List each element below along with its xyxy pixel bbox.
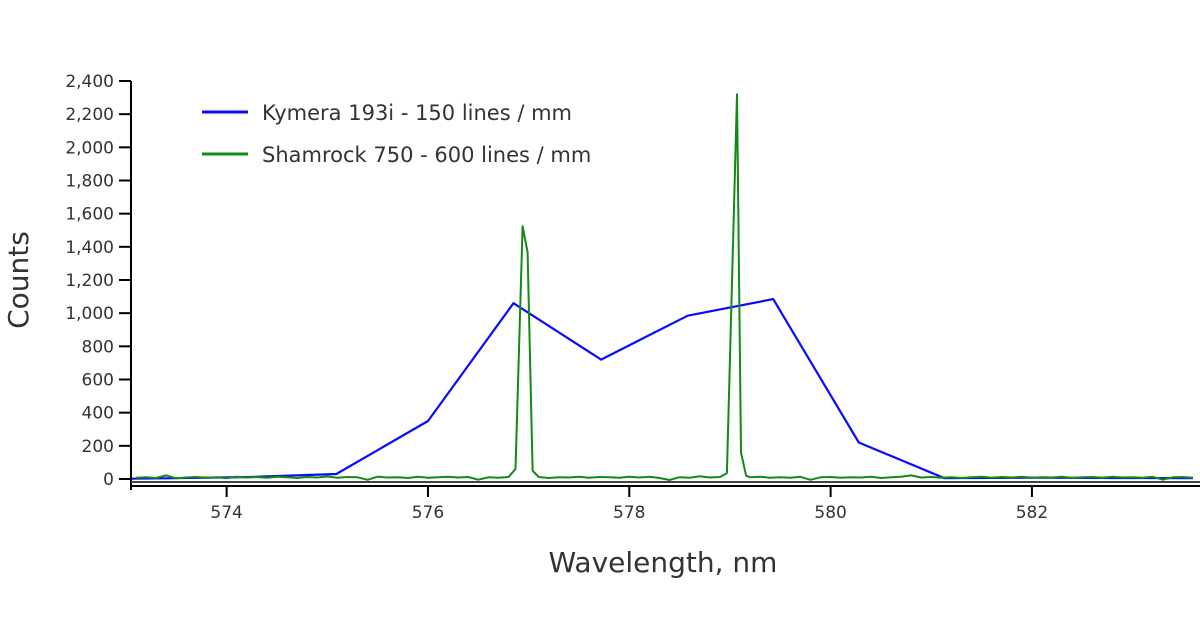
- y-tick-label: 400: [82, 404, 114, 424]
- y-tick-label: 1,000: [65, 304, 114, 324]
- x-tick-label: 582: [1016, 503, 1048, 523]
- y-tick-label: 800: [82, 337, 114, 357]
- y-tick-label: 2,000: [65, 138, 114, 158]
- y-tick-label: 1,600: [65, 205, 114, 225]
- x-axis: 574 576 578 580 582: [131, 481, 1200, 523]
- x-tick-label: 580: [814, 503, 846, 523]
- x-axis-title: Wavelength, nm: [549, 546, 778, 579]
- series-line-shamrock: [135, 93, 1194, 481]
- legend-label-shamrock: Shamrock 750 - 600 lines / mm: [262, 143, 591, 167]
- legend-label-kymera: Kymera 193i - 150 lines / mm: [262, 101, 572, 125]
- x-tick-label: 578: [613, 503, 645, 523]
- y-tick-label: 0: [103, 470, 114, 490]
- x-tick-label: 574: [210, 503, 242, 523]
- x-tick-label: 576: [412, 503, 444, 523]
- y-tick-label: 200: [82, 437, 114, 457]
- y-tick-label: 1,800: [65, 172, 114, 192]
- y-axis: 0 200 400 600 800 1,000 1,200 1,400 1,600 1,800 2,…: [65, 72, 132, 490]
- y-axis-title: Counts: [2, 231, 35, 329]
- plot-area: [130, 93, 1194, 481]
- y-tick-label: 2,200: [65, 105, 114, 125]
- y-tick-label: 1,400: [65, 238, 114, 258]
- legend: Kymera 193i - 150 lines / mm Shamrock 75…: [202, 101, 591, 167]
- y-tick-label: 2,400: [65, 72, 114, 92]
- y-tick-label: 1,200: [65, 271, 114, 291]
- series-line-kymera: [130, 298, 1194, 480]
- y-tick-label: 600: [82, 371, 114, 391]
